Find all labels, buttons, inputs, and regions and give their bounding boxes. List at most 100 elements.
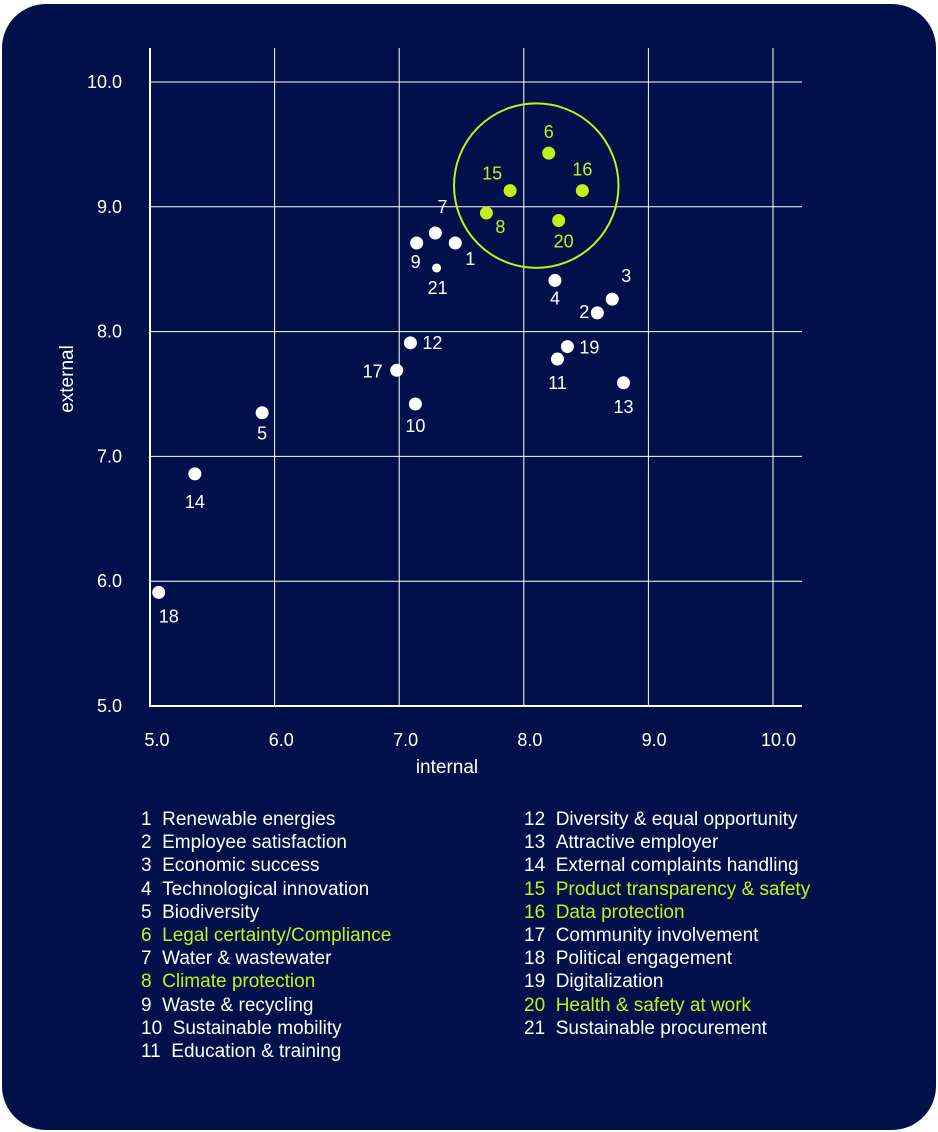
legend-item-18: 18 Political engagement: [524, 947, 810, 970]
chart-card: 5.0 6.0 7.0 8.0 9.0 10.0 5.0 6.0 7.0 8.0 9.0 10.0 1…: [2, 4, 936, 1130]
legend-number: 6: [141, 924, 152, 946]
data-point-17: [390, 363, 404, 377]
legend-text: Legal certainty/Compliance: [151, 924, 392, 946]
legend-item-1: 1 Renewable energies: [141, 808, 391, 831]
legend-text: Digitalization: [545, 971, 664, 993]
legend-item-20: 20 Health & safety at work: [524, 994, 810, 1017]
x-tick-label: 5.0: [144, 730, 169, 750]
y-tick-label: 8.0: [97, 322, 122, 342]
legend-number: 8: [141, 971, 152, 993]
legend-item-6: 6 Legal certainty/Compliance: [141, 924, 391, 947]
data-point-2: [590, 306, 604, 320]
data-point-21: [432, 263, 442, 273]
legend-number: 13: [524, 832, 546, 854]
point-label-14: 14: [185, 492, 205, 512]
data-point-20: [552, 214, 566, 228]
data-point-3: [605, 292, 619, 306]
legend-number: 20: [524, 994, 546, 1016]
data-point-7: [428, 226, 442, 240]
legend-text: Renewable energies: [151, 809, 336, 830]
data-point-15: [503, 184, 517, 198]
point-label-15: 15: [482, 164, 502, 184]
legend-number: 4: [141, 878, 152, 900]
legend-item-2: 2 Employee satisfaction: [141, 831, 391, 854]
data-point-4: [548, 273, 562, 287]
legend-number: 12: [524, 809, 546, 830]
legend-item-19: 19 Digitalization: [524, 970, 810, 993]
legend-text: Diversity & equal opportunity: [545, 809, 798, 830]
legend-text: Economic success: [151, 855, 320, 877]
legend-number: 15: [524, 878, 546, 900]
data-point-16: [575, 184, 589, 198]
point-label-13: 13: [613, 397, 633, 417]
legend-text: Waste & recycling: [151, 994, 314, 1016]
legend-item-7: 7 Water & wastewater: [141, 947, 391, 970]
legend-item-14: 14 External complaints handling: [524, 854, 810, 877]
point-label-5: 5: [257, 424, 267, 444]
legend-item-3: 3 Economic success: [141, 854, 391, 877]
data-point-18: [152, 585, 166, 599]
legend-number: 3: [141, 855, 152, 877]
legend-text: Attractive employer: [545, 832, 719, 854]
data-point-10: [408, 397, 422, 411]
legend-text: Community involvement: [545, 924, 759, 946]
data-point-19: [560, 340, 574, 354]
point-label-12: 12: [422, 333, 442, 353]
point-label-8: 8: [495, 217, 505, 237]
data-point-9: [410, 236, 424, 250]
legend-number: 17: [524, 924, 546, 946]
legend-item-4: 4 Technological innovation: [141, 878, 391, 901]
data-point-13: [616, 376, 630, 390]
legend-left-column: 1 Renewable energies 2 Employee satisfact…: [141, 808, 391, 1063]
legend-item-13: 13 Attractive employer: [524, 831, 810, 854]
legend-text: Sustainable mobility: [162, 1017, 342, 1039]
legend-number: 16: [524, 901, 546, 923]
legend-text: Political engagement: [545, 948, 733, 970]
legend-item-21: 21 Sustainable procurement: [524, 1017, 810, 1040]
legend-text: Product transparency & safety: [545, 878, 811, 900]
legend-number: 2: [141, 832, 152, 854]
point-label-11: 11: [548, 373, 567, 393]
data-point-1: [448, 236, 462, 250]
x-axis-label: internal: [416, 757, 478, 778]
point-label-7: 7: [437, 197, 447, 217]
scatter-chart: 5.0 6.0 7.0 8.0 9.0 10.0 5.0 6.0 7.0 8.0 9.0 10.0 1…: [57, 48, 802, 778]
legend-item-16: 16 Data protection: [524, 901, 810, 924]
point-label-3: 3: [621, 266, 631, 286]
legend-text: External complaints handling: [545, 855, 799, 877]
y-axis-label: external: [57, 345, 78, 413]
legend-number: 1: [141, 809, 152, 830]
point-label-19: 19: [579, 338, 599, 358]
legend-item-10: 10 Sustainable mobility: [141, 1017, 391, 1040]
legend-number: 18: [524, 948, 546, 970]
point-label-9: 9: [411, 252, 421, 272]
x-tick-label: 6.0: [269, 730, 294, 750]
x-tick-label: 7.0: [393, 730, 418, 750]
data-point-6: [542, 146, 556, 160]
legend-item-12: 12 Diversity & equal opportunity: [524, 808, 810, 831]
legend-number: 11: [141, 1040, 161, 1062]
point-label-17: 17: [363, 361, 383, 381]
point-label-2: 2: [579, 302, 589, 322]
data-point-5: [255, 406, 269, 420]
grid-lines: [150, 48, 802, 706]
legend-text: Water & wastewater: [151, 948, 332, 970]
legend-item-5: 5 Biodiversity: [141, 901, 391, 924]
legend-number: 7: [141, 948, 152, 970]
legend-text: Sustainable procurement: [545, 1017, 767, 1039]
legend-item-15: 15 Product transparency & safety: [524, 878, 810, 901]
point-label-20: 20: [554, 232, 574, 252]
data-point-12: [403, 336, 417, 350]
legend-number: 21: [524, 1017, 546, 1039]
legend-item-9: 9 Waste & recycling: [141, 994, 391, 1017]
legend-number: 5: [141, 901, 152, 923]
y-tick-label: 9.0: [97, 197, 122, 217]
legend-text: Health & safety at work: [545, 994, 752, 1016]
legend-number: 19: [524, 971, 546, 993]
y-tick-label: 6.0: [97, 571, 122, 591]
point-label-18: 18: [159, 606, 179, 626]
data-point-14: [188, 467, 202, 481]
y-tick-label: 10.0: [87, 72, 122, 92]
legend-text: Biodiversity: [151, 901, 260, 923]
